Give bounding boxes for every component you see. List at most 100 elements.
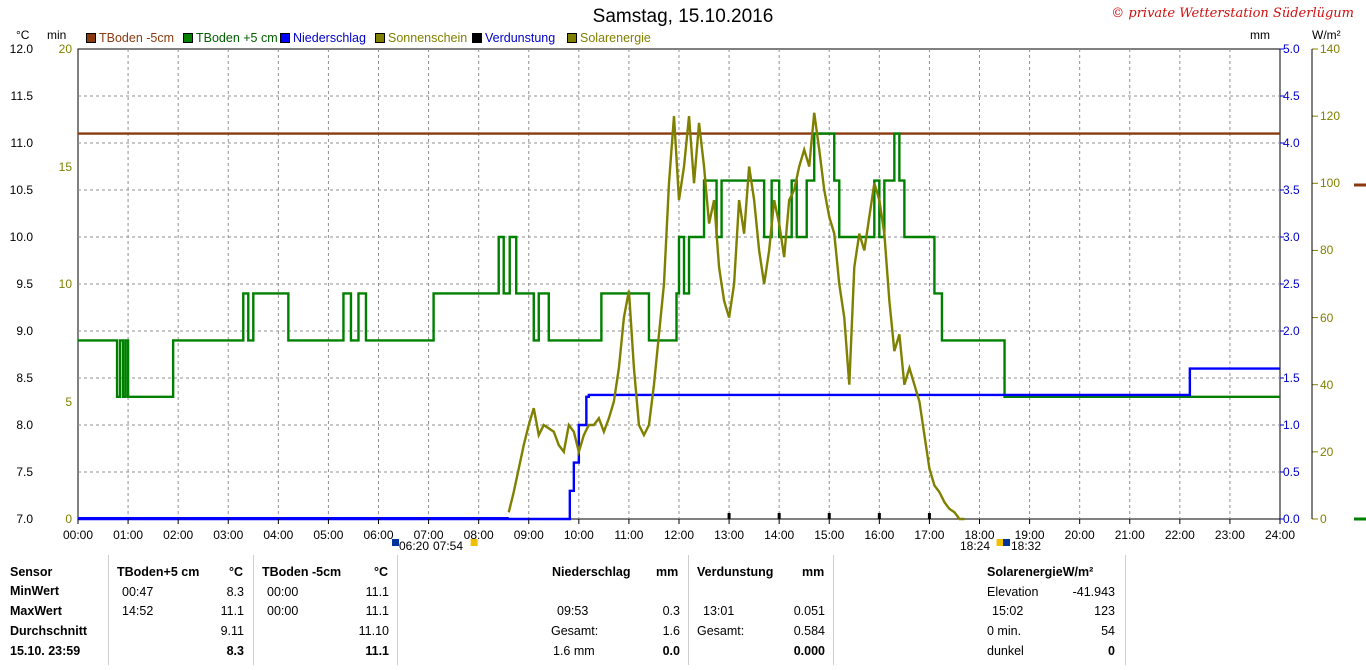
y-tick-temperature: 7.5 [16, 465, 33, 479]
evap-header: Verdunstung [697, 565, 774, 579]
evap-time: 13:01 [703, 604, 735, 618]
y-tick-temperature: 12.0 [9, 42, 33, 56]
legend-swatch [472, 33, 482, 43]
tbm5-header: TBoden -5cm [262, 565, 342, 579]
solar-max-val: 123 [1094, 604, 1115, 618]
unit-mm: mm [1250, 28, 1270, 42]
evap-val: 0.051 [793, 604, 825, 618]
evap-gesamt-label: Gesamt: [697, 624, 745, 638]
x-tick-label: 13:00 [714, 528, 745, 542]
x-tick-label: 22:00 [1164, 528, 1195, 542]
y-tick-precip: 4.0 [1283, 136, 1300, 150]
y-tick-temperature: 9.5 [16, 277, 33, 291]
y-tick-temperature: 11.5 [10, 89, 33, 103]
y-tick-temperature: 10.0 [9, 230, 33, 244]
dawn-label: 07:54 [433, 539, 464, 553]
solar-elev-label: Elevation [987, 585, 1039, 599]
x-tick-label: 11:00 [614, 528, 644, 542]
solar-zero-label: 0 min. [987, 624, 1022, 638]
x-tick-label: 16:00 [864, 528, 895, 542]
right-edge-markers [1354, 183, 1366, 521]
sun-marker [996, 539, 1004, 546]
x-tick-marks [77, 513, 1281, 546]
unit-wm2: W/m² [1312, 28, 1341, 42]
x-tick-label: 23:00 [1214, 528, 1245, 542]
legend-label: Niederschlag [293, 31, 366, 45]
y-tick-minutes: 5 [65, 394, 72, 409]
x-tick-label: 14:00 [764, 528, 795, 542]
legend-swatch [86, 33, 96, 43]
y-tick-temperature: 11.0 [10, 136, 33, 150]
sensor-header: Sensor [10, 565, 53, 579]
sun-marker [392, 539, 400, 546]
legend-label: Solarenergie [580, 31, 651, 45]
solar-dark-val: 0 [1108, 644, 1115, 658]
precip-val: 0.3 [662, 604, 680, 618]
tbp5-min-time: 00:47 [122, 585, 154, 599]
x-tick-label: 00:00 [62, 528, 94, 542]
y-tick-minutes: 10 [58, 277, 72, 291]
y-tick-precip: 4.5 [1283, 89, 1300, 103]
x-tick-label: 09:00 [513, 528, 544, 542]
y-tick-precip: 5.0 [1283, 42, 1300, 56]
legend-item-4: Verdunstung [472, 31, 566, 45]
x-tick-label: 04:00 [263, 528, 294, 542]
y-tick-precip: 1.5 [1283, 371, 1300, 385]
y-tick-minutes: 15 [58, 159, 72, 174]
precip-header: Niederschlag [552, 565, 631, 579]
y-tick-temperature: 7.0 [16, 512, 33, 526]
x-tick-label: 05:00 [313, 528, 344, 542]
x-tick-label: 02:00 [163, 528, 194, 542]
y-tick-precip: 2.0 [1283, 324, 1300, 338]
x-tick-label: 15:00 [814, 528, 845, 542]
y-tick-solar: 60 [1320, 310, 1334, 325]
legend-label: TBoden -5cm [99, 31, 175, 45]
row-label-avg: Durchschnitt [10, 624, 88, 638]
precip-last-label: 1.6 mm [553, 644, 595, 658]
y-tick-minutes: 0 [65, 512, 72, 526]
x-tick-label: 07:00 [413, 528, 444, 542]
legend-swatch [375, 33, 385, 43]
x-tick-label: 08:00 [463, 528, 494, 542]
tbp5-unit: °C [229, 565, 244, 579]
evap-mark [927, 513, 931, 519]
unit-minutes: min [47, 28, 67, 42]
row-label-min: MinWert [10, 584, 60, 598]
tbm5-max-time: 00:00 [267, 604, 299, 618]
evap-gesamt-val: 0.584 [793, 624, 825, 638]
x-tick-label: 18:00 [964, 528, 995, 542]
precip-unit: mm [656, 565, 679, 579]
evap-mark [827, 513, 831, 519]
y-tick-solar: 120 [1320, 109, 1341, 124]
tbm5-max-val: 11.1 [365, 604, 389, 618]
sunset-label: 18:32 [1011, 539, 1042, 553]
legend-item-2: Niederschlag [280, 31, 374, 45]
legend-item-3: Sonnenschein [375, 31, 471, 45]
x-tick-label: 24:00 [1264, 528, 1296, 542]
y-tick-precip: 2.5 [1283, 277, 1300, 291]
sun-marker [470, 539, 478, 546]
y-tick-precip: 3.5 [1283, 183, 1300, 197]
y-tick-temperature: 8.0 [16, 418, 33, 432]
series-layer [78, 112, 1280, 521]
legend-item-0: TBoden -5cm [86, 31, 182, 45]
evap-mark [777, 513, 781, 519]
solar-elev-val: -41.943 [1072, 585, 1115, 599]
evap-unit: mm [802, 565, 825, 579]
solar-max-time: 15:02 [992, 604, 1024, 618]
legend-swatch [280, 33, 290, 43]
precip-gesamt-val: 1.6 [662, 624, 680, 638]
tbp5-header: TBoden+5 cm [117, 565, 200, 579]
series-line-2 [78, 367, 1280, 521]
sunrise-label: 06:20 [399, 539, 430, 553]
x-tick-label: 19:00 [1014, 528, 1045, 542]
x-tick-label: 21:00 [1114, 528, 1145, 542]
legend-item-1: TBoden +5 cm [183, 31, 279, 45]
dusk-label: 18:24 [960, 539, 991, 553]
copyright-text: © private Wetterstation Süderlügum [1111, 6, 1354, 21]
legend-swatch [183, 33, 193, 43]
precip-time: 09:53 [557, 604, 589, 618]
tbm5-min-time: 00:00 [267, 585, 299, 599]
y-tick-solar: 140 [1320, 42, 1341, 56]
solar-header: SolarenergieW/m² [987, 565, 1094, 579]
